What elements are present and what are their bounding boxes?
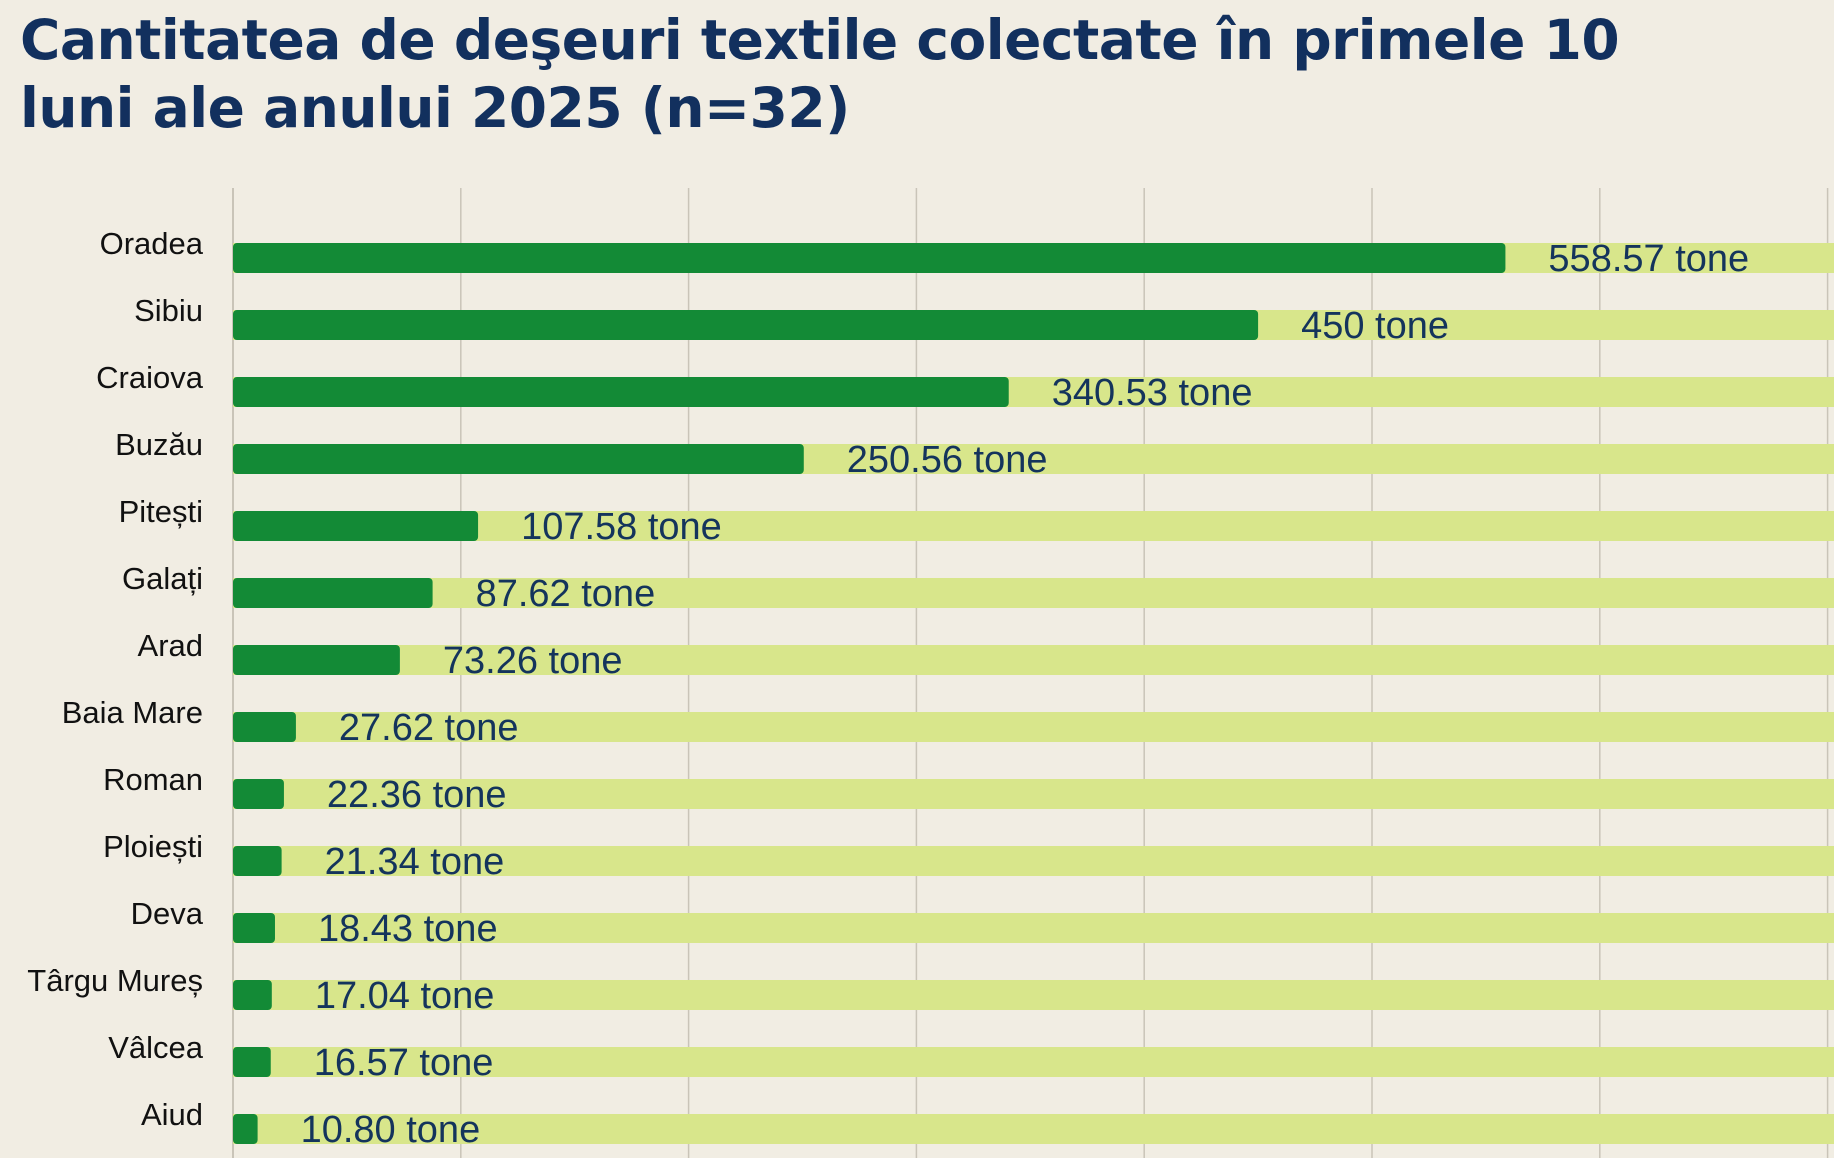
category-label: Roman xyxy=(103,762,203,797)
value-label: 10.80 tone xyxy=(301,1109,481,1151)
value-label: 250.56 tone xyxy=(847,439,1048,481)
bar xyxy=(233,578,433,608)
category-label: Pitești xyxy=(119,494,203,529)
category-label: Baia Mare xyxy=(62,695,203,730)
bar xyxy=(233,1047,271,1077)
category-label: Galați xyxy=(122,561,203,596)
bar-track xyxy=(233,913,1834,943)
bar-track xyxy=(233,578,1834,608)
bar xyxy=(233,779,284,809)
value-label: 21.34 tone xyxy=(325,841,505,883)
bar-track xyxy=(233,779,1834,809)
category-label: Aiud xyxy=(141,1097,203,1132)
category-label: Oradea xyxy=(100,226,204,261)
value-label: 340.53 tone xyxy=(1052,372,1253,414)
category-label: Ploiești xyxy=(103,829,203,864)
bar xyxy=(233,511,479,541)
bar-track xyxy=(233,980,1834,1010)
bar xyxy=(233,444,804,474)
bar-track xyxy=(233,1114,1834,1144)
bar-track xyxy=(233,645,1834,675)
category-label: Arad xyxy=(138,628,203,663)
bar xyxy=(233,913,275,943)
bar xyxy=(233,310,1259,340)
bar-track xyxy=(233,1047,1834,1077)
value-label: 27.62 tone xyxy=(339,707,519,749)
page-title: Cantitatea de deşeuri textile colectate … xyxy=(20,8,1620,140)
value-label: 18.43 tone xyxy=(318,908,498,950)
category-label: Deva xyxy=(131,896,204,931)
bars xyxy=(233,243,1506,1144)
category-labels: Oradea Sibiu Craiova Buzău Pitești Galați Arad… xyxy=(27,226,203,1132)
bar xyxy=(233,243,1506,273)
value-label: 558.57 tone xyxy=(1548,238,1749,280)
bar xyxy=(233,1114,258,1144)
category-label: Sibiu xyxy=(134,293,203,328)
value-label: 16.57 tone xyxy=(314,1042,494,1084)
value-label: 107.58 tone xyxy=(521,506,722,548)
value-label: 17.04 tone xyxy=(315,975,495,1017)
bar xyxy=(233,980,272,1010)
bar xyxy=(233,645,400,675)
value-label: 22.36 tone xyxy=(327,774,507,816)
bar-track xyxy=(233,712,1834,742)
category-label: Târgu Mureș xyxy=(27,963,203,998)
bar xyxy=(233,377,1009,407)
category-label: Buzău xyxy=(115,427,203,462)
bar xyxy=(233,846,282,876)
value-label: 87.62 tone xyxy=(476,573,656,615)
bar-track xyxy=(233,511,1834,541)
value-label: 450 tone xyxy=(1301,305,1449,347)
category-label: Vâlcea xyxy=(108,1030,204,1065)
bar xyxy=(233,712,296,742)
category-label: Craiova xyxy=(96,360,204,395)
bar-track xyxy=(233,846,1834,876)
value-label: 73.26 tone xyxy=(443,640,623,682)
